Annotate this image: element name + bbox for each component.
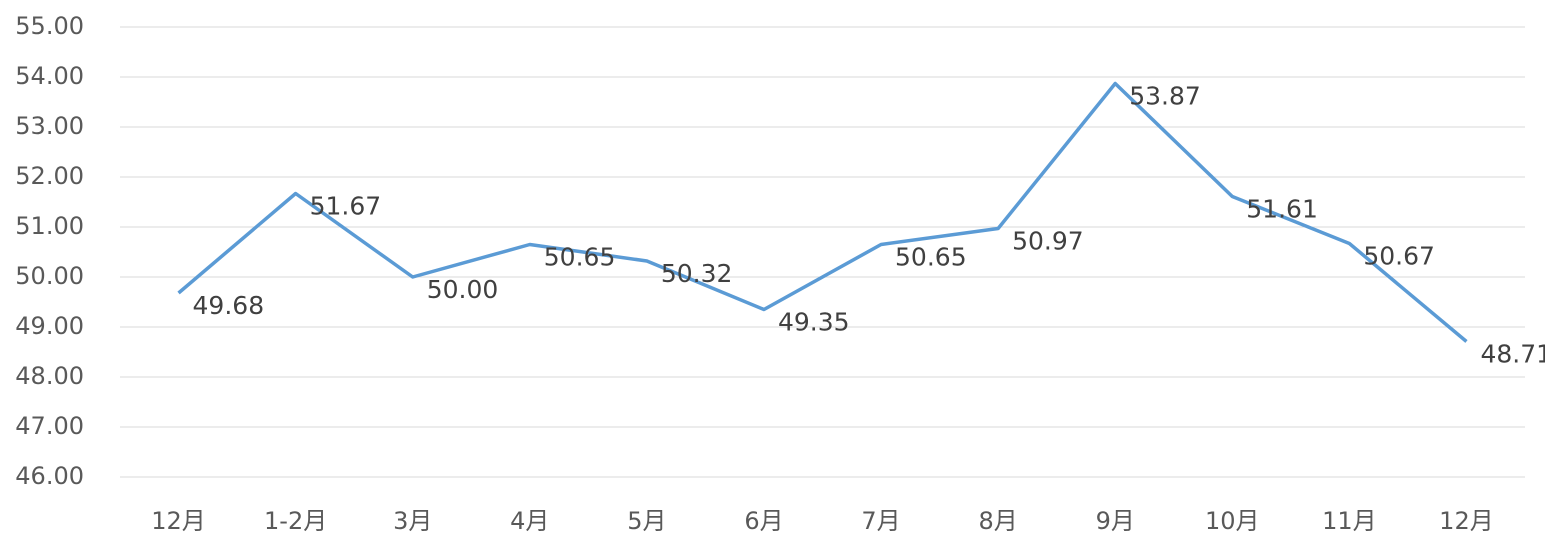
line: [177, 81, 1468, 343]
data-label: 49.35: [778, 308, 850, 337]
x-tick-label: 12月: [151, 507, 206, 535]
data-label: 50.65: [895, 243, 967, 272]
x-tick-label: 11月: [1322, 507, 1377, 535]
data-label: 49.68: [193, 291, 265, 320]
y-tick-label: 50.00: [15, 262, 84, 290]
x-tick-label: 6月: [744, 507, 783, 535]
x-tick-label: 5月: [627, 507, 666, 535]
y-tick-label: 47.00: [15, 412, 84, 440]
data-label: 51.67: [310, 192, 382, 221]
y-tick-label: 48.00: [15, 362, 84, 390]
data-label: 51.61: [1246, 195, 1318, 224]
y-tick-label: 46.00: [15, 462, 84, 490]
data-label: 48.71: [1480, 340, 1545, 369]
y-tick-label: 49.00: [15, 312, 84, 340]
data-label: 50.32: [661, 259, 733, 288]
y-tick-label: 55.00: [15, 12, 84, 40]
data-label: 50.67: [1363, 242, 1435, 271]
y-tick-label: 52.00: [15, 162, 84, 190]
x-tick-label: 3月: [393, 507, 432, 535]
x-tick-label: 1-2月: [264, 507, 327, 535]
data-label: 50.00: [427, 275, 499, 304]
data-label: 53.87: [1129, 82, 1201, 111]
x-tick-label: 12月: [1439, 507, 1494, 535]
x-tick-label: 7月: [861, 507, 900, 535]
y-tick-label: 51.00: [15, 212, 84, 240]
x-tick-label: 9月: [1096, 507, 1135, 535]
y-tick-label: 53.00: [15, 112, 84, 140]
x-tick-label: 4月: [510, 507, 549, 535]
x-tick-label: 8月: [978, 507, 1017, 535]
x-tick-label: 10月: [1205, 507, 1260, 535]
data-label: 50.97: [1012, 227, 1084, 256]
data-label: 50.65: [544, 243, 616, 272]
y-tick-label: 54.00: [15, 62, 84, 90]
